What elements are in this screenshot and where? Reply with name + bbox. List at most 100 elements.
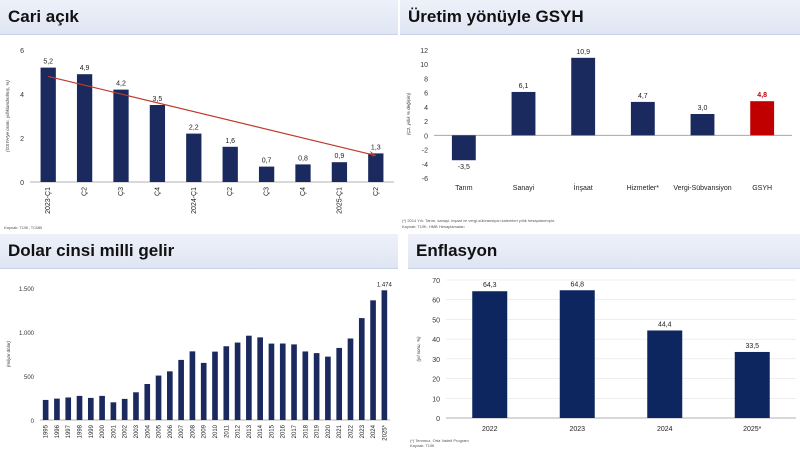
x-tick-label: 1997: [66, 424, 72, 438]
data-label: 44,4: [658, 321, 672, 328]
x-tick-label: 2018: [303, 424, 309, 438]
bar: [144, 384, 151, 420]
data-label: 3,5: [153, 96, 163, 103]
panel-gsyh: Üretim yönüyle GSYH -6 -4 -2 0 2 4 6 8 10 12 (Ç2, …: [400, 0, 800, 232]
x-tick-label: 2025*: [743, 426, 762, 433]
x-tick-label: 2016: [281, 424, 287, 438]
y-tick-label: 0: [424, 133, 428, 140]
bar: [511, 91, 536, 136]
y-tick-label: 60: [432, 298, 440, 305]
bar: [167, 371, 173, 420]
y-tick-label: -2: [422, 148, 428, 155]
x-tick-label: 2020: [326, 424, 332, 438]
y-tick-label: 12: [420, 48, 428, 55]
bar: [313, 353, 320, 420]
x-tick-label: 1999: [89, 424, 95, 438]
x-tick-label: 2007: [179, 424, 185, 438]
data-label: 5,2: [43, 59, 53, 66]
x-tick-label: 2010: [213, 424, 219, 438]
bar: [246, 335, 252, 420]
bar: [381, 290, 388, 420]
data-label: 1.474: [377, 282, 393, 288]
x-tick-label: Ç3: [118, 187, 125, 196]
panel-enflasyon-header: Enflasyon: [408, 234, 800, 269]
bar: [630, 101, 655, 136]
y-axis-label: (Ç2, yıllık % değişim): [406, 92, 411, 135]
bar: [295, 164, 311, 182]
bar: [99, 395, 105, 420]
x-tick-label: 2022: [482, 426, 498, 433]
y-tick-label: -4: [422, 162, 428, 169]
y-tick-label: 2: [20, 136, 24, 143]
bar: [279, 343, 286, 420]
panel-cari-acik-header: Cari açık: [0, 0, 398, 35]
x-tick-label: Hizmetler*: [627, 185, 660, 192]
bar: [571, 57, 596, 136]
bar: [336, 347, 343, 420]
x-tick-label: 2013: [247, 424, 253, 438]
x-tick-label: 2009: [202, 424, 208, 438]
data-label: 4,8: [757, 92, 767, 99]
y-tick-label: 1.000: [19, 331, 35, 337]
y-tick-label: 20: [432, 377, 440, 384]
bar: [302, 351, 309, 420]
y-axis-label: (GSYH'ye oranı, yıllıklandırılmış, %): [5, 80, 10, 152]
panel-enflasyon: Enflasyon 0 10 20 30 40 50 60 70 (yıl sonu, %) 64…: [408, 234, 800, 450]
panel-enflasyon-title: Enflasyon: [416, 241, 498, 260]
data-label: 10,9: [576, 49, 590, 56]
x-tick-label: 2024: [371, 424, 377, 438]
x-tick-label: 2011: [224, 424, 230, 438]
dolar-chart: 0 500 1.000 1.500 (milyar dolar) 1995 1996 1997…: [6, 282, 393, 440]
x-tick-label: 2019: [315, 424, 321, 438]
x-tick-label: Sanayi: [513, 185, 535, 192]
y-tick-label: 6: [20, 48, 24, 55]
panel-cari-acik: Cari açık 0 2 4 6 (GSYH'ye oranı, yıllıkland…: [0, 0, 398, 232]
bar: [155, 375, 162, 420]
trend-arrowhead: [369, 150, 376, 157]
bar: [472, 291, 508, 418]
data-label: 64,3: [483, 282, 497, 289]
bar: [370, 300, 376, 420]
gsyh-note: (*) 2014 Yılı: Tarım, sanayi, inşaat ve …: [402, 218, 556, 223]
x-tick-label: 2015: [269, 424, 275, 438]
panel-cari-acik-title: Cari açık: [8, 7, 79, 26]
x-tick-label: 2023: [360, 424, 366, 438]
y-tick-label: 500: [24, 375, 35, 381]
y-axis-label: (milyar dolar): [6, 340, 11, 367]
y-tick-label: 1.500: [19, 287, 35, 293]
y-tick-label: 10: [420, 62, 428, 69]
gsyh-chart: -6 -4 -2 0 2 4 6 8 10 12 (Ç2, yıllık % değişim) -3,…: [406, 48, 792, 192]
panel-gsyh-title: Üretim yönüyle GSYH: [408, 7, 584, 26]
bar: [87, 397, 94, 420]
data-label: 4,9: [80, 65, 90, 72]
x-tick-label: Vergi-Sübvansiyon: [673, 185, 731, 192]
y-tick-label: 50: [432, 317, 440, 324]
y-tick-label: 8: [424, 76, 428, 83]
bar: [257, 337, 263, 420]
x-tick-label: 2006: [168, 424, 174, 438]
x-tick-label: 1995: [44, 424, 50, 438]
panel-dolar-milli-gelir: Dolar cinsi milli gelir 0 500 1.000 1.500 (m…: [0, 234, 398, 450]
bar: [291, 344, 297, 420]
cari-acik-chart: 0 2 4 6 (GSYH'ye oranı, yıllıklandırılmış, %…: [5, 48, 394, 214]
y-tick-label: 4: [424, 105, 428, 112]
cari-acik-source: Kaynak: TÜİK, TCMB: [4, 225, 43, 230]
bar: [186, 133, 202, 182]
bar: [42, 399, 49, 420]
panel-dolar-title: Dolar cinsi milli gelir: [8, 241, 175, 260]
x-tick-label: Ç3: [264, 187, 271, 196]
x-tick-label: 2023: [569, 426, 585, 433]
bar: [325, 356, 331, 420]
data-label: 6,1: [519, 83, 529, 90]
x-tick-label: 2008: [190, 424, 196, 438]
x-tick-label: 2004: [145, 424, 151, 438]
x-tick-label: 2023-Ç1: [45, 187, 52, 214]
y-tick-label: 0: [436, 416, 440, 423]
y-tick-label: 6: [424, 91, 428, 98]
bar: [121, 398, 128, 420]
bar: [268, 343, 275, 420]
bar: [559, 290, 595, 418]
x-tick-label: 2017: [292, 424, 298, 438]
enflasyon-chart: 0 10 20 30 40 50 60 70 (yıl sonu, %) 64,3 2022 64,8…: [416, 278, 796, 433]
bar: [234, 342, 241, 420]
